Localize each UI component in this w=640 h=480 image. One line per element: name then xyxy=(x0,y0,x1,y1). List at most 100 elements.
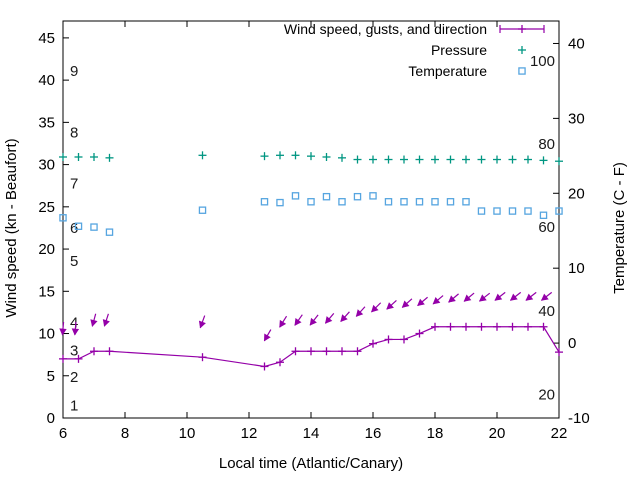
arrow-head xyxy=(279,319,287,328)
wind-direction-arrow xyxy=(263,329,272,342)
legend-label-2: Temperature xyxy=(408,63,487,79)
x-tick-label: 14 xyxy=(303,425,320,442)
arrow-head xyxy=(325,316,333,324)
temperature-point xyxy=(291,192,300,200)
beaufort-label: 6 xyxy=(70,220,78,237)
arrow-head xyxy=(525,293,534,301)
y2-axis-ticks: -10 0 10 20 30 40 xyxy=(553,35,590,427)
y-tick-label: 10 xyxy=(38,326,55,343)
arrow-head xyxy=(448,295,456,303)
y2-tick-label: -10 xyxy=(568,410,590,427)
temperature-point xyxy=(353,192,362,201)
temperature-point xyxy=(74,222,83,230)
arrow-head xyxy=(417,298,425,307)
beaufort-label: 5 xyxy=(70,253,78,270)
arrow-head xyxy=(386,302,394,310)
arrow-head xyxy=(355,309,364,317)
wind-direction-arrow xyxy=(102,313,110,327)
wind-direction-arrow xyxy=(525,291,537,301)
wind-direction-arrow xyxy=(509,291,522,301)
series-2 xyxy=(59,151,563,166)
fahrenheit-inline-labels: 20 40 60 80 100 xyxy=(530,53,555,403)
y-tick-label: 15 xyxy=(38,283,55,300)
fahrenheit-label: 60 xyxy=(538,219,555,236)
temperature-point xyxy=(446,198,455,206)
arrow-head xyxy=(71,328,80,336)
beaufort-label: 3 xyxy=(70,343,78,360)
temperature-point xyxy=(431,198,439,206)
y-axis-ticks: 0 5 10 15 20 25 30 35 40 45 xyxy=(38,30,69,427)
temperature-point xyxy=(260,198,269,206)
wind-direction-arrow xyxy=(71,321,80,336)
series-3 xyxy=(59,192,563,236)
temperature-point xyxy=(59,214,67,222)
y-tick-label: 5 xyxy=(47,368,55,385)
x-tick-label: 22 xyxy=(551,425,568,442)
x-tick-label: 8 xyxy=(121,425,129,442)
wind-direction-arrow xyxy=(340,311,350,322)
y-tick-label: 40 xyxy=(38,72,55,89)
temperature-point xyxy=(105,228,114,236)
x-tick-label: 18 xyxy=(427,425,444,442)
y2-tick-label: 20 xyxy=(568,185,585,202)
arrow-head xyxy=(198,320,206,329)
temperature-point xyxy=(508,207,517,215)
temperature-point xyxy=(493,207,501,215)
wind-direction-arrow xyxy=(494,291,506,301)
y-tick-label: 30 xyxy=(38,157,55,174)
arrow-head xyxy=(371,304,379,313)
temperature-point xyxy=(90,223,98,231)
chart-legend: Wind speed, gusts, and direction Pressure… xyxy=(284,21,545,79)
wind-direction-arrow xyxy=(401,298,413,308)
wind-direction-arrow xyxy=(324,312,335,324)
wind-direction-arrow xyxy=(294,314,303,326)
y2-axis-title: Temperature (C - F) xyxy=(611,162,628,294)
series-1 xyxy=(59,291,553,342)
wind-direction-arrow xyxy=(417,296,428,307)
beaufort-label: 4 xyxy=(70,315,78,332)
arrow-head xyxy=(309,317,317,326)
wind-direction-arrow xyxy=(540,291,553,301)
series-0 xyxy=(59,322,563,371)
arrow-head xyxy=(294,318,302,326)
temperature-point xyxy=(322,192,331,201)
temperature-point xyxy=(198,206,207,214)
y2-tick-label: 30 xyxy=(568,110,585,127)
y-axis-title: Wind speed (kn - Beaufort) xyxy=(3,138,20,317)
plot-border xyxy=(62,20,560,419)
y-tick-label: 20 xyxy=(38,241,55,258)
temperature-point xyxy=(400,198,408,206)
wind-direction-arrow xyxy=(478,292,491,302)
legend-label-1: Pressure xyxy=(431,42,487,58)
temperature-point xyxy=(477,207,486,215)
beaufort-label: 2 xyxy=(70,369,78,386)
legend-swatch-2 xyxy=(518,67,526,75)
wind-direction-arrow xyxy=(463,292,475,302)
beaufort-label: 8 xyxy=(70,125,78,142)
fahrenheit-label: 20 xyxy=(538,386,555,403)
temperature-point xyxy=(462,198,470,206)
arrow-head xyxy=(432,297,441,305)
arrow-head xyxy=(494,293,503,301)
temperature-point xyxy=(555,207,563,215)
temperature-point xyxy=(384,198,393,206)
wind-direction-arrow xyxy=(279,315,288,328)
temperature-point xyxy=(524,207,532,215)
arrow-head xyxy=(401,300,410,308)
arrow-head xyxy=(264,333,271,342)
x-tick-label: 10 xyxy=(179,425,196,442)
wind-direction-arrow xyxy=(371,302,382,313)
beaufort-label: 9 xyxy=(70,63,78,80)
wind-direction-arrow xyxy=(355,306,366,317)
arrow-head xyxy=(59,328,67,336)
y-tick-label: 45 xyxy=(38,30,55,47)
y-tick-label: 35 xyxy=(38,114,55,131)
legend-label-0: Wind speed, gusts, and direction xyxy=(284,21,487,37)
temperature-point xyxy=(338,198,346,206)
x-tick-label: 16 xyxy=(365,425,382,442)
arrow-head xyxy=(102,319,110,327)
wind-direction-arrow xyxy=(432,295,444,305)
beaufort-label: 7 xyxy=(70,175,78,192)
temperature-point xyxy=(369,192,377,200)
